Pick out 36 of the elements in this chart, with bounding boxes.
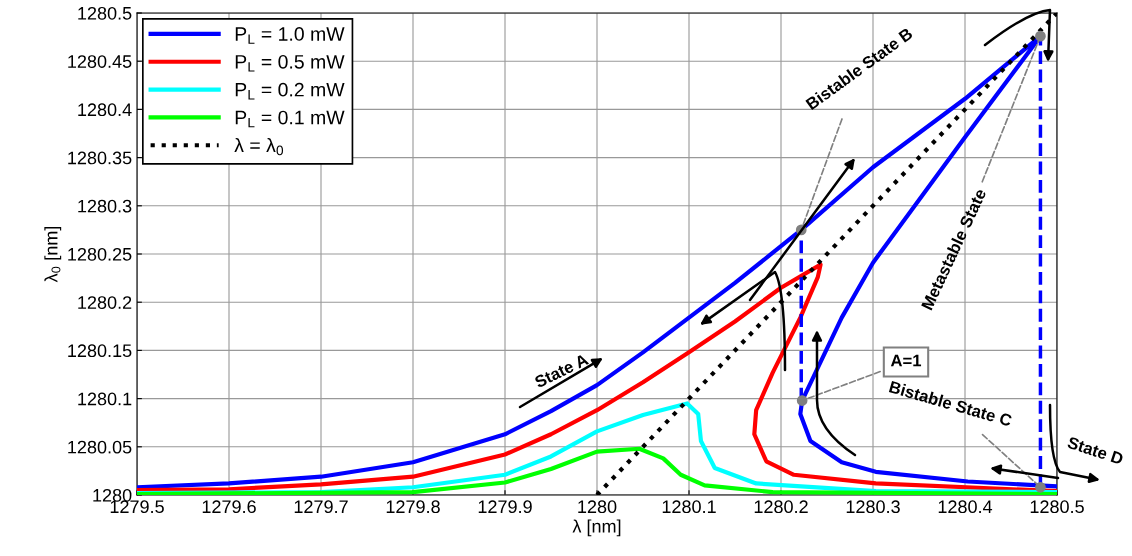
x-tick-label: 1279.7 — [294, 500, 348, 514]
annotation: A=1 — [890, 354, 922, 367]
legend-label: P$_{L}$ = 0.2 mW — [235, 82, 345, 100]
y-tick-label: 1280 — [93, 488, 132, 502]
point — [796, 395, 808, 406]
y-tick-label: 1280.3 — [78, 199, 132, 213]
legend-label: P$_{L}$ = 0.5 mW — [235, 54, 345, 72]
y-tick-label: 1280.1 — [78, 392, 132, 406]
annotation: State A — [533, 353, 590, 389]
x-tick-label: 1280.5 — [1030, 500, 1084, 514]
text: State D — [1066, 436, 1124, 465]
x-tick-label: 1279.9 — [478, 500, 532, 514]
x-tick-label: 1280.1 — [662, 500, 716, 514]
x-tick-label: 1280.2 — [754, 500, 808, 514]
y-tick-label: 1280.5 — [78, 6, 132, 20]
annotation: Bistable State C — [888, 380, 1013, 427]
x-tick-label: 1280 — [578, 500, 617, 514]
legend-label: λ = λ$_{0}$ — [234, 137, 284, 156]
y-tick-label: 1280.4 — [78, 103, 132, 117]
y-tick-label: 1280.05 — [68, 440, 132, 454]
x-tick-label: 1280.3 — [846, 500, 900, 514]
legend-label: P$_{L}$ = 1.0 mW — [235, 27, 345, 44]
y-tick-label: 1280.2 — [78, 296, 132, 309]
x-tick-label: 1280.4 — [938, 500, 993, 514]
y-tick-label: 1280.15 — [68, 344, 132, 358]
y-tick-label: 1280.45 — [68, 55, 132, 68]
x-tick-label: 1279.8 — [386, 500, 440, 514]
y-tick-label: 1280.35 — [68, 151, 132, 165]
y-axis-title: λ$_{0}$ [nm] — [44, 226, 62, 283]
point — [1035, 481, 1046, 493]
legend-label: P$_{L}$ = 0.1 mW — [235, 110, 345, 128]
x-axis-title: λ [nm] — [572, 519, 621, 537]
y-tick-label: 1280.25 — [68, 247, 132, 261]
x-tick-label: 1279.6 — [202, 500, 256, 514]
x-tick-label: 1279.5 — [110, 500, 164, 514]
point — [1035, 30, 1046, 42]
